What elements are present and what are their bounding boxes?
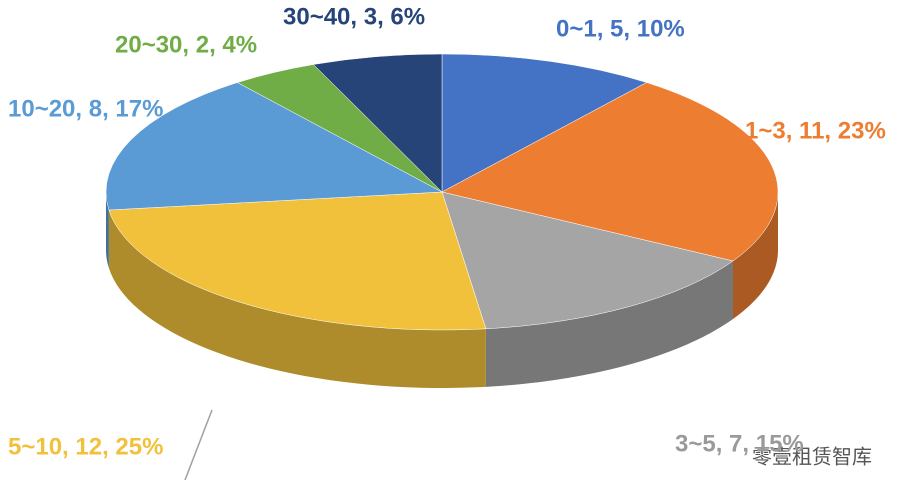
slice xyxy=(312,53,443,193)
slice-side xyxy=(485,261,733,387)
data-label: 1~3, 11, 23% xyxy=(745,117,886,144)
slice xyxy=(105,82,443,211)
leader-line xyxy=(184,409,213,481)
slice xyxy=(108,191,487,331)
watermark: 零壹租赁智库 xyxy=(752,445,872,468)
slice-side xyxy=(106,192,109,269)
slice-side xyxy=(108,210,486,388)
slice-side xyxy=(732,192,778,319)
data-label: 5~10, 12, 25% xyxy=(8,433,163,460)
data-label: 0~1, 5, 10% xyxy=(556,15,685,42)
slice xyxy=(441,53,648,193)
slice xyxy=(441,82,779,262)
data-label: 10~20, 8, 17% xyxy=(8,95,163,122)
data-label: 30~40, 3, 6% xyxy=(283,3,425,30)
data-label: 3~5, 7, 15% xyxy=(675,430,804,457)
data-label: 20~30, 2, 4% xyxy=(115,31,257,58)
slice xyxy=(441,191,734,330)
